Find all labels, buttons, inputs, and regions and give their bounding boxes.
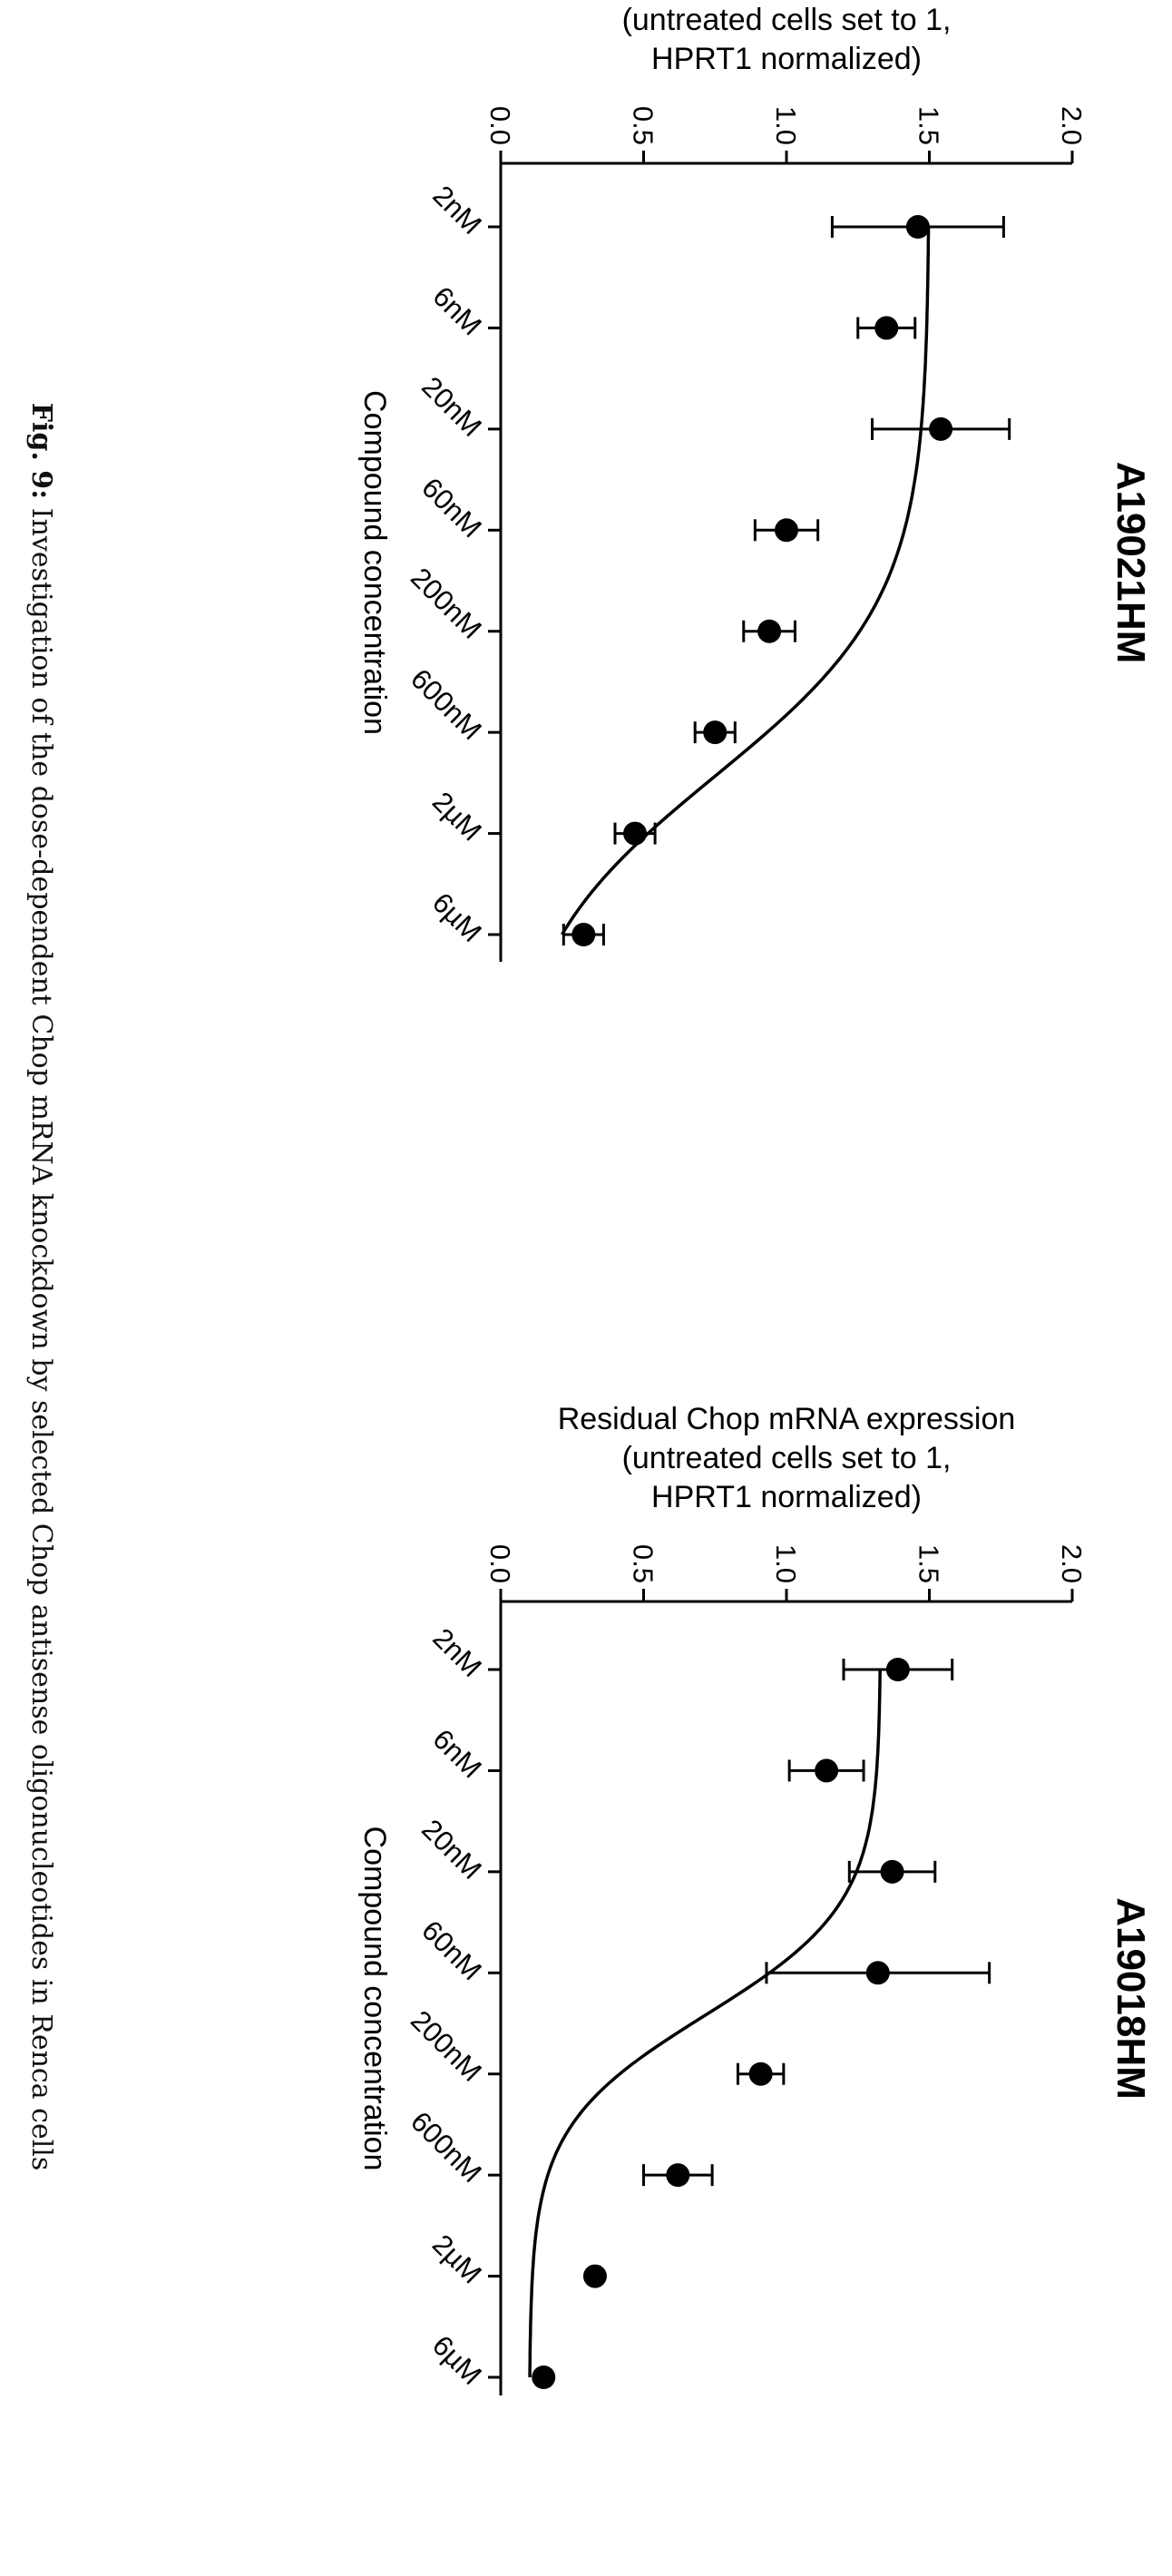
x-category-label: 6nM	[426, 1723, 487, 1784]
x-category-label: 20nM	[415, 1813, 488, 1885]
y-axis-label-line: (untreated cells set to 1,	[622, 3, 952, 37]
fit-curve	[561, 226, 931, 935]
data-point	[532, 2365, 556, 2389]
data-point	[905, 215, 930, 239]
x-category-label: 60nM	[415, 1915, 488, 1987]
y-tick-label: 0.5	[628, 1544, 659, 1583]
chart-title: A19021HM	[1109, 462, 1153, 664]
x-axis-label: Compound concentration	[357, 1827, 392, 2171]
data-point	[874, 316, 899, 340]
y-tick-label: 0.0	[484, 1544, 516, 1583]
y-tick-label: 0.0	[484, 106, 516, 145]
data-point	[623, 821, 648, 846]
data-point	[757, 619, 782, 643]
data-point	[885, 1658, 910, 1681]
y-tick-label: 1.0	[770, 106, 802, 145]
y-tick-label: 0.5	[628, 106, 659, 145]
data-point	[775, 518, 798, 543]
data-point	[865, 1961, 890, 1985]
data-point	[703, 720, 728, 745]
data-point	[666, 2163, 690, 2188]
data-point	[748, 2062, 773, 2086]
figure-caption: Fig. 9: Investigation of the dose-depend…	[25, 403, 57, 2171]
x-category-label: 200nM	[405, 2004, 488, 2088]
x-category-label: 600nM	[405, 662, 488, 746]
x-category-label: 2µM	[426, 786, 488, 847]
x-category-label: 2µM	[426, 2228, 488, 2290]
x-category-label: 600nM	[405, 2105, 488, 2189]
y-tick-label: 1.0	[770, 1544, 802, 1583]
x-category-label: 200nM	[405, 562, 488, 645]
y-axis-label-line: Residual Chop mRNA expression	[558, 1402, 1016, 1436]
chart-panel-a19021hm: 0.0 0.5 1.0 1.5 2.0 2nM 6nM 20nM 60nM 200nM 600nM 2…	[357, 3, 1153, 962]
y-axis-label-line: HPRT1 normalized)	[651, 1480, 922, 1514]
y-axis-label-line: HPRT1 normalized)	[651, 42, 922, 76]
x-category-label: 6µM	[426, 2329, 488, 2391]
x-category-label: 20nM	[415, 370, 488, 443]
x-category-label: 60nM	[415, 472, 488, 544]
y-tick-label: 1.5	[913, 1544, 945, 1583]
caption-text: Investigation of the dose-dependent Chop…	[25, 499, 57, 2170]
x-category-label: 2nM	[426, 1622, 487, 1683]
x-category-label: 6nM	[426, 280, 487, 341]
chart-title: A19018HM	[1109, 1897, 1153, 2100]
x-axis-label: Compound concentration	[357, 390, 392, 735]
x-category-label: 6µM	[426, 886, 488, 948]
y-tick-label: 2.0	[1056, 106, 1088, 145]
caption-label: Fig. 9:	[25, 403, 57, 500]
y-tick-label: 2.0	[1056, 1544, 1088, 1583]
y-tick-label: 1.5	[913, 106, 945, 145]
data-point	[815, 1758, 839, 1783]
fit-curve	[528, 1669, 882, 2377]
data-point	[571, 923, 596, 946]
data-point	[880, 1859, 904, 1884]
data-point	[582, 2264, 607, 2288]
chart-panel-a19018hm: 0.0 0.5 1.0 1.5 2.0 2nM 6nM 20nM 60nM 200nM 600nM 2…	[357, 1402, 1153, 2395]
y-axis-label-line: (untreated cells set to 1,	[622, 1441, 952, 1475]
x-category-label: 2nM	[426, 180, 487, 240]
data-point	[929, 416, 953, 441]
